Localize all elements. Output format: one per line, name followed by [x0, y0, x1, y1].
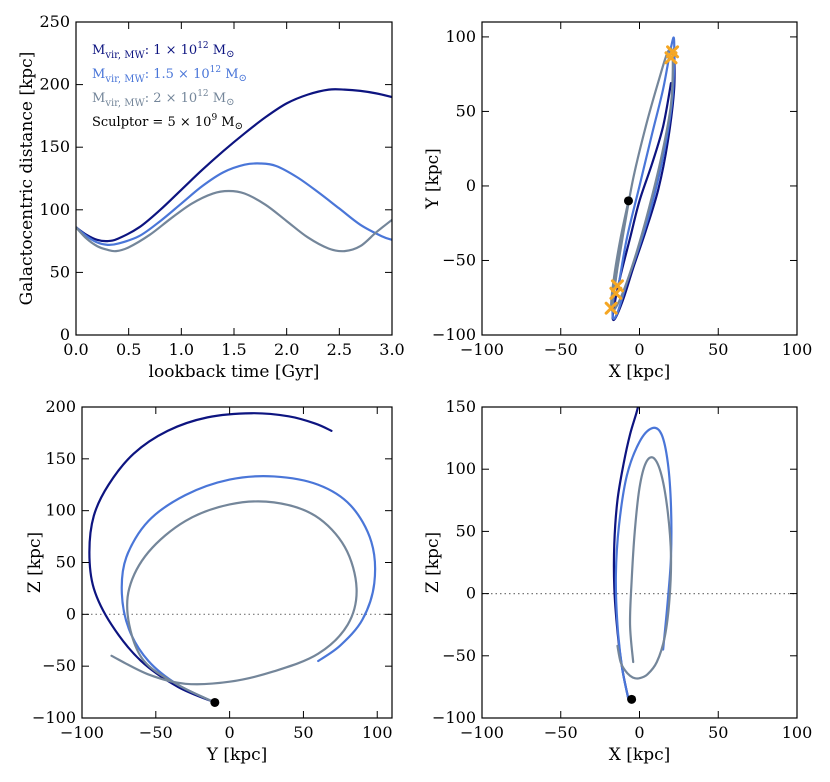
y-tick-label: 200	[45, 397, 76, 416]
x-tick-label: 50	[708, 723, 728, 742]
cross-marker	[609, 286, 623, 300]
x-tick-label: 50	[708, 340, 728, 359]
y-tick-label: 50	[456, 521, 476, 540]
y-tick-label: 200	[39, 75, 70, 94]
x-axis-label: X [kpc]	[609, 362, 670, 382]
legend-entry: Mvir, MW: 1.5 × 1012 M⊙	[92, 65, 247, 85]
series-line-1	[611, 47, 676, 322]
legend: Mvir, MW: 1 × 1012 M⊙ Mvir, MW: 1.5 × 101…	[92, 41, 247, 132]
current-position-marker	[210, 697, 220, 707]
x-tick-label: 1.5	[221, 340, 246, 359]
x-tick-label: 100	[782, 723, 813, 742]
series-line-3	[110, 500, 358, 704]
x-tick-label: −50	[139, 723, 173, 742]
x-tick-label: 0.0	[63, 340, 88, 359]
series-line-3	[76, 189, 392, 253]
y-tick-label: 100	[39, 200, 70, 219]
y-tick-label: 50	[50, 262, 70, 281]
y-tick-label: 150	[39, 137, 70, 156]
y-axis-label: Y [kpc]	[423, 148, 443, 210]
legend-entry: Sculptor = 5 × 109 M⊙	[92, 113, 243, 132]
y-tick-label: 0	[66, 604, 76, 623]
x-tick-label: 2.5	[327, 340, 352, 359]
plot-frame	[481, 21, 798, 336]
y-tick-label: −100	[432, 325, 476, 344]
x-tick-label: −100	[460, 340, 504, 359]
panel-xy: −100 −50 0 50 100 −100 −50 0 50 100 X [kpc] Y [kpc]	[423, 21, 813, 382]
y-tick-label: 150	[45, 449, 76, 468]
series-line-3	[610, 47, 674, 312]
cross-marker	[666, 45, 680, 59]
x-tick-label: −100	[460, 723, 504, 742]
x-tick-label: 0	[634, 723, 644, 742]
x-tick-label: 100	[362, 723, 393, 742]
x-tick-label: 0.5	[116, 340, 141, 359]
series-line-3	[616, 456, 673, 680]
y-axis-label: Galactocentric distance [kpc]	[17, 52, 37, 306]
y-tick-label: 100	[445, 27, 476, 46]
panel-xz: −100 −50 0 50 100 −100 −50 0 50 100 150 X [kpc] Z [k…	[423, 397, 812, 765]
y-tick-label: −100	[432, 708, 476, 727]
y-tick-label: −50	[42, 656, 76, 675]
x-tick-label: 0	[634, 340, 644, 359]
x-tick-label: 2.0	[274, 340, 299, 359]
legend-entry: Mvir, MW: 1 × 1012 M⊙	[92, 41, 235, 61]
x-tick-label: −50	[544, 340, 578, 359]
x-tick-label: −50	[544, 723, 578, 742]
y-tick-label: 250	[39, 12, 70, 31]
y-tick-label: 0	[60, 325, 70, 344]
y-axis-label: Z [kpc]	[25, 532, 45, 593]
x-tick-label: 3.0	[379, 340, 404, 359]
x-axis-label: Y [kpc]	[206, 745, 268, 765]
series-line-2	[76, 162, 392, 247]
x-axis-label: X [kpc]	[609, 745, 670, 765]
y-tick-label: −50	[442, 250, 476, 269]
plot-frame	[81, 406, 393, 719]
x-tick-label: 0	[225, 723, 235, 742]
series-line-1	[88, 412, 333, 704]
y-tick-label: 0	[466, 176, 476, 195]
cross-marker	[604, 301, 618, 315]
x-tick-label: 100	[782, 340, 813, 359]
series-line-2	[611, 36, 676, 320]
y-tick-label: −50	[442, 646, 476, 665]
y-tick-label: −100	[32, 708, 76, 727]
x-tick-label: 50	[293, 723, 313, 742]
y-tick-label: 100	[445, 459, 476, 478]
current-position-marker	[627, 694, 637, 704]
series-line-1	[76, 88, 392, 243]
panel-distance: 0.0 0.5 1.0 1.5 2.0 2.5 3.0 0 50 100 150 200 250 look…	[17, 12, 405, 382]
current-position-marker	[623, 196, 633, 206]
plot-frame	[481, 406, 798, 719]
x-tick-label: −100	[60, 723, 104, 742]
y-tick-label: 0	[466, 584, 476, 603]
x-tick-label: 1.0	[169, 340, 194, 359]
y-tick-label: 150	[445, 397, 476, 416]
y-tick-label: 50	[56, 553, 76, 572]
y-tick-label: 50	[456, 101, 476, 120]
panel-yz: −100 −50 0 50 100 −100 −50 0 50 100 150 200 Y [kpc] Z…	[25, 397, 393, 765]
series-line-2	[120, 475, 377, 704]
x-axis-label: lookback time [Gyr]	[149, 362, 320, 382]
y-axis-label: Z [kpc]	[423, 532, 443, 593]
y-tick-label: 100	[45, 501, 76, 520]
legend-entry: Mvir, MW: 2 × 1012 M⊙	[92, 89, 235, 109]
